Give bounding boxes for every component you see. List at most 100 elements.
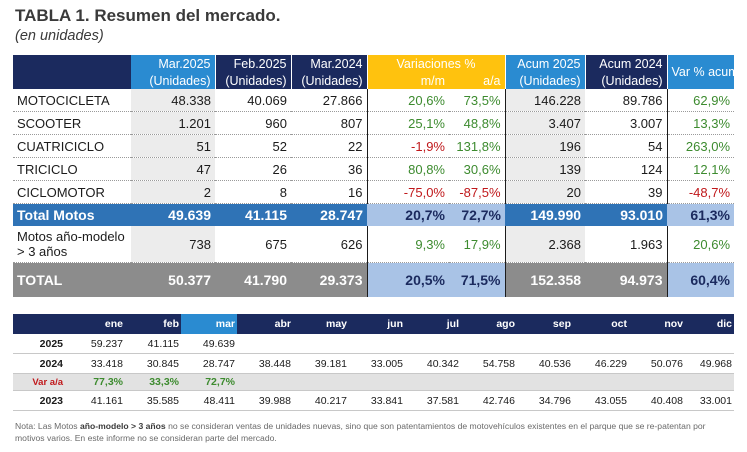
month-value	[517, 373, 573, 391]
cell-mm: 20,7%	[367, 203, 449, 226]
footnote-bold: año-modelo > 3 años	[79, 421, 166, 431]
month-value: 40.536	[517, 353, 573, 374]
header-mar2024: Mar.2024	[290, 55, 367, 72]
month-value: 37.581	[405, 390, 461, 411]
cell-mm: 9,3%	[367, 226, 449, 263]
month-value: 40.408	[629, 390, 685, 411]
cell-acum2024: 93.010	[585, 203, 668, 226]
month-value: 42.746	[461, 390, 517, 411]
header-mar2024-unit: (Unidades)	[290, 72, 367, 89]
month-header: mar	[181, 314, 237, 334]
row-label: SCOOTER	[13, 111, 131, 135]
footnote-prefix: Nota: Las Motos	[15, 421, 80, 431]
header-varacum: Var % acum	[666, 55, 735, 89]
cell-varacum: 60,4%	[667, 262, 735, 297]
cell-mar2025: 738	[131, 226, 215, 263]
row-label: CUATRICICLO	[13, 134, 131, 158]
cell-mm: 20,6%	[367, 89, 449, 112]
cell-acum2024: 94.973	[585, 262, 668, 297]
cell-mm: 80,8%	[367, 157, 449, 181]
year-label: Var a/a	[13, 373, 69, 391]
month-value: 39.988	[237, 390, 293, 411]
month-header-row: ene feb mar abr may jun jul ago sep oct …	[13, 314, 734, 334]
cell-feb2025: 960	[215, 111, 291, 135]
header-feb2025: Feb.2025	[214, 55, 291, 72]
header-mar2025-unit: (Unidades)	[131, 72, 215, 89]
month-header: may	[293, 314, 349, 334]
month-value	[685, 373, 734, 391]
month-value: 50.076	[629, 353, 685, 374]
month-value: 46.229	[573, 353, 629, 374]
month-value: 39.181	[293, 353, 349, 374]
cell-mar2024: 28.747	[291, 203, 367, 226]
cell-acum2024: 3.007	[585, 111, 668, 135]
table-row: CUATRICICLO 51 52 22 -1,9% 131,8% 196 54…	[13, 134, 735, 158]
cell-mar2025: 1.201	[131, 111, 215, 135]
month-header: ago	[461, 314, 517, 334]
header-aa: a/a	[449, 72, 506, 89]
cell-acum2024: 1.963	[585, 226, 668, 263]
header-acum2025: Acum 2025	[504, 55, 586, 72]
header-acum2025-unit: (Unidades)	[504, 72, 586, 89]
cell-aa: 72,7%	[449, 203, 506, 226]
cell-acum2024: 124	[585, 157, 668, 181]
cell-acum2025: 139	[505, 157, 586, 181]
month-value	[461, 373, 517, 391]
cell-varacum: 263,0%	[667, 134, 735, 158]
month-value: 54.758	[461, 353, 517, 374]
month-value: 33.001	[685, 390, 734, 411]
month-header: ene	[69, 314, 125, 334]
table-row: SCOOTER 1.201 960 807 25,1% 48,8% 3.407 …	[13, 111, 735, 135]
cell-mar2025: 2	[131, 180, 215, 204]
month-value	[461, 334, 517, 354]
cell-acum2025: 3.407	[505, 111, 586, 135]
cell-feb2025: 40.069	[215, 89, 291, 112]
cell-aa: 17,9%	[449, 226, 506, 263]
cell-acum2025: 196	[505, 134, 586, 158]
month-value: 38.448	[237, 353, 293, 374]
header-mm: m/m	[366, 72, 449, 89]
month-value	[685, 334, 734, 354]
cell-mm: -75,0%	[367, 180, 449, 204]
year-label: 2023	[13, 390, 69, 411]
cell-varacum: 12,1%	[667, 157, 735, 181]
footnote: Nota: Las Motos año-modelo > 3 años no s…	[15, 420, 735, 444]
month-value: 59.237	[69, 334, 125, 354]
cell-mar2024: 22	[291, 134, 368, 158]
month-value: 77,3%	[69, 373, 125, 391]
cell-aa: 73,5%	[449, 89, 506, 112]
cell-acum2025: 152.358	[505, 262, 586, 297]
month-value: 48.411	[181, 390, 237, 411]
month-value	[405, 373, 461, 391]
month-header-blank	[13, 314, 69, 334]
page-subtitle: (en unidades)	[15, 28, 104, 44]
cell-feb2025: 41.790	[215, 262, 291, 297]
month-value: 33,3%	[125, 373, 181, 391]
market-summary-table: Mar.2025 Feb.2025 Mar.2024 Variaciones %…	[13, 55, 735, 297]
month-value	[629, 334, 685, 354]
year-row: 2024 33.418 30.845 28.747 38.448 39.181 …	[13, 353, 734, 374]
cell-varacum: 20,6%	[667, 226, 735, 263]
cell-acum2025: 146.228	[505, 89, 586, 112]
row-label: Total Motos	[13, 203, 131, 226]
cell-aa: 71,5%	[449, 262, 506, 297]
row-label: TRICICLO	[13, 157, 131, 181]
cell-mar2024: 27.866	[291, 89, 368, 112]
row-label: CICLOMOTOR	[13, 180, 131, 204]
table-row: TRICICLO 47 26 36 80,8% 30,6% 139 124 12…	[13, 157, 735, 181]
cell-acum2025: 149.990	[505, 203, 586, 226]
month-value	[237, 373, 293, 391]
month-value: 34.796	[517, 390, 573, 411]
cell-aa: -87,5%	[449, 180, 506, 204]
month-value: 30.845	[125, 353, 181, 374]
cell-mar2025: 48.338	[131, 89, 215, 112]
cell-aa: 30,6%	[449, 157, 506, 181]
year-row: 2023 41.161 35.585 48.411 39.988 40.217 …	[13, 390, 734, 411]
cell-feb2025: 52	[215, 134, 291, 158]
header-acum2024-unit: (Unidades)	[584, 72, 668, 89]
month-value: 33.005	[349, 353, 405, 374]
month-value: 33.418	[69, 353, 125, 374]
month-value	[573, 334, 629, 354]
cell-feb2025: 26	[215, 157, 291, 181]
month-header: nov	[629, 314, 685, 334]
